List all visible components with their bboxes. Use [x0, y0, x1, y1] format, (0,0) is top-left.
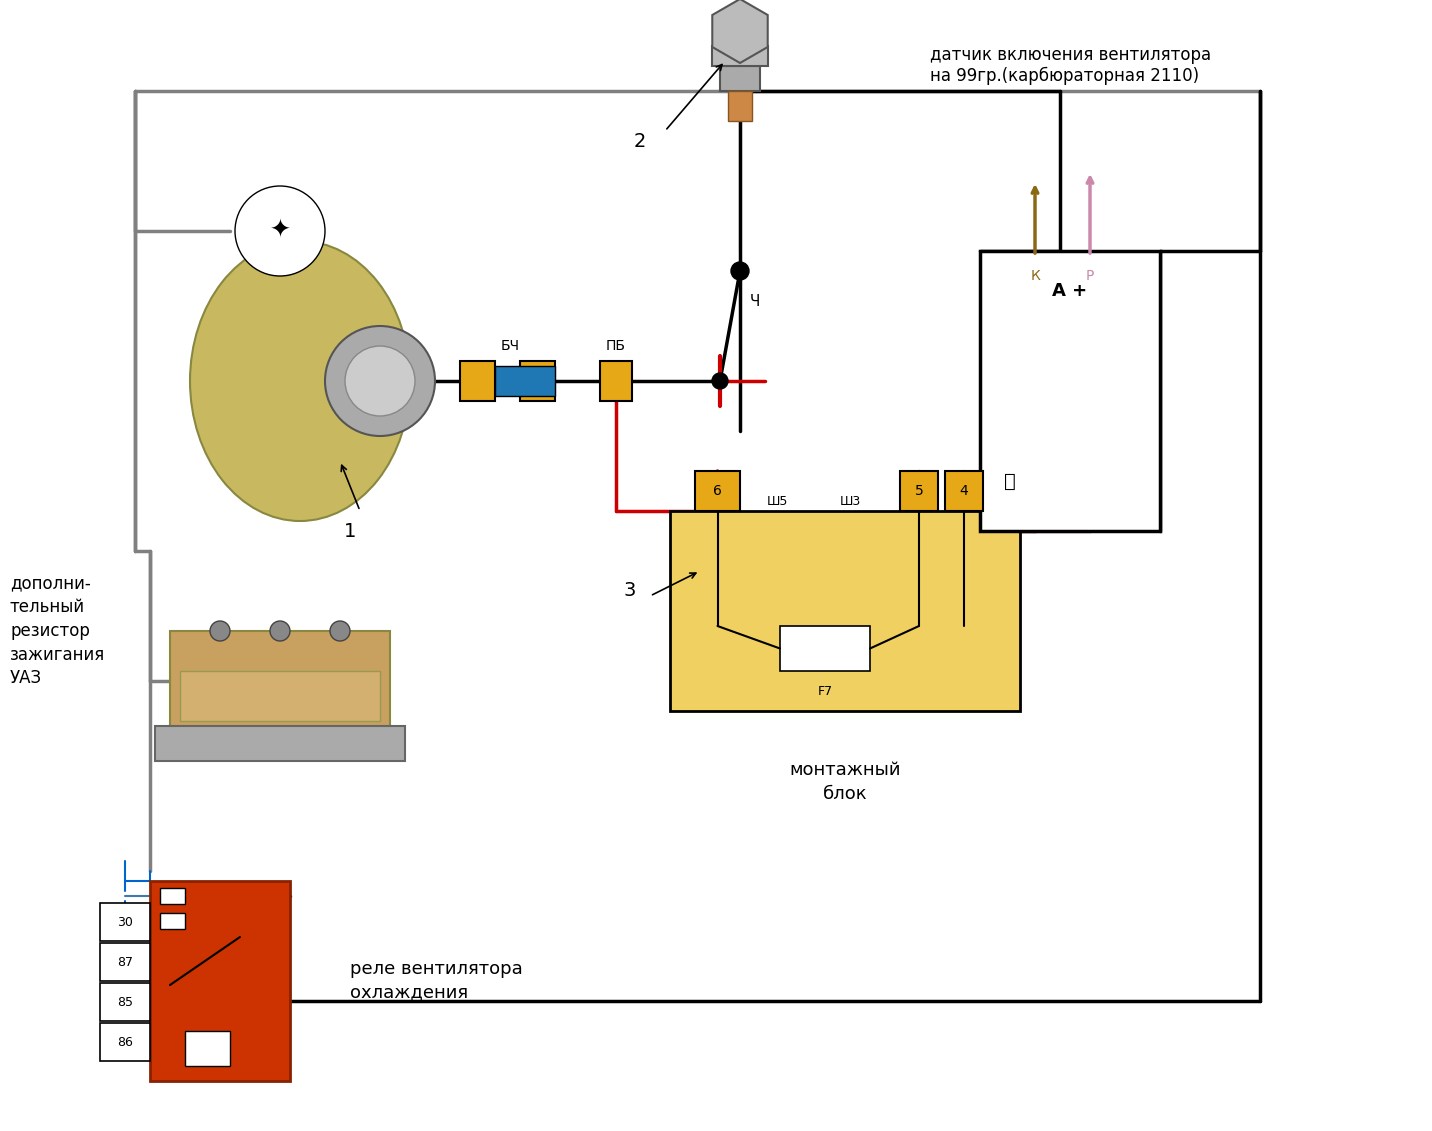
Text: монтажный
блок: монтажный блок	[789, 761, 901, 803]
Bar	[495, 366, 500, 396]
Bar	[720, 66, 760, 90]
Text: 87: 87	[117, 956, 133, 968]
Text: F7: F7	[818, 684, 832, 698]
Bar	[100, 903, 150, 941]
Bar	[526, 366, 530, 396]
Bar	[546, 366, 550, 396]
Bar	[100, 1024, 150, 1061]
Text: 30: 30	[117, 915, 133, 929]
Circle shape	[235, 185, 325, 276]
Bar	[100, 943, 150, 981]
Bar	[600, 361, 632, 402]
Text: А +: А +	[1053, 282, 1087, 300]
Bar	[150, 881, 291, 1081]
Text: ✦: ✦	[269, 219, 291, 243]
Circle shape	[730, 262, 749, 280]
Bar	[170, 631, 390, 731]
Bar	[727, 90, 752, 121]
Bar	[510, 366, 516, 396]
Bar	[780, 625, 871, 671]
Bar	[160, 913, 185, 929]
Bar	[516, 366, 520, 396]
Text: Ш3: Ш3	[839, 494, 861, 508]
Bar	[899, 470, 938, 511]
Bar	[979, 251, 1160, 530]
Text: 3: 3	[624, 581, 636, 601]
Bar	[185, 1031, 231, 1067]
Text: 86: 86	[117, 1036, 133, 1048]
Bar	[550, 366, 556, 396]
Bar	[160, 888, 185, 904]
Circle shape	[271, 621, 291, 641]
Bar	[712, 46, 768, 66]
Bar	[670, 511, 1020, 711]
Circle shape	[325, 326, 435, 435]
Text: 5: 5	[915, 484, 924, 498]
Text: датчик включения вентилятора
на 99гр.(карбюраторная 2110): датчик включения вентилятора на 99гр.(ка…	[929, 46, 1211, 85]
Text: ПБ: ПБ	[606, 339, 626, 353]
Bar	[180, 671, 379, 720]
Bar	[460, 361, 495, 402]
Text: Ч: Ч	[750, 294, 760, 309]
Bar	[530, 366, 536, 396]
Bar	[495, 366, 556, 396]
Bar	[540, 366, 546, 396]
Ellipse shape	[190, 241, 410, 521]
Bar	[500, 366, 505, 396]
Text: Ш5: Ш5	[766, 494, 788, 508]
Bar	[695, 470, 740, 511]
Text: 4: 4	[959, 484, 968, 498]
Text: Р: Р	[1085, 269, 1094, 283]
Bar	[945, 470, 982, 511]
Bar	[505, 366, 510, 396]
Text: 1: 1	[344, 521, 357, 541]
Bar	[536, 366, 540, 396]
Bar	[100, 983, 150, 1021]
Bar	[155, 726, 405, 761]
Bar	[520, 361, 556, 402]
Text: 6: 6	[713, 484, 722, 498]
Circle shape	[345, 346, 415, 416]
Text: 2: 2	[634, 131, 646, 150]
Text: К: К	[1030, 269, 1040, 283]
Text: ⏚: ⏚	[1004, 472, 1015, 491]
Circle shape	[712, 373, 727, 389]
Text: БЧ: БЧ	[501, 339, 520, 353]
Text: реле вентилятора
охлаждения: реле вентилятора охлаждения	[349, 960, 523, 1002]
Bar	[520, 366, 526, 396]
Text: дополни-
тельный
резистор
зажигания
УАЗ: дополни- тельный резистор зажигания УАЗ	[10, 575, 105, 688]
Circle shape	[329, 621, 349, 641]
Text: 85: 85	[117, 995, 133, 1009]
Circle shape	[211, 621, 231, 641]
